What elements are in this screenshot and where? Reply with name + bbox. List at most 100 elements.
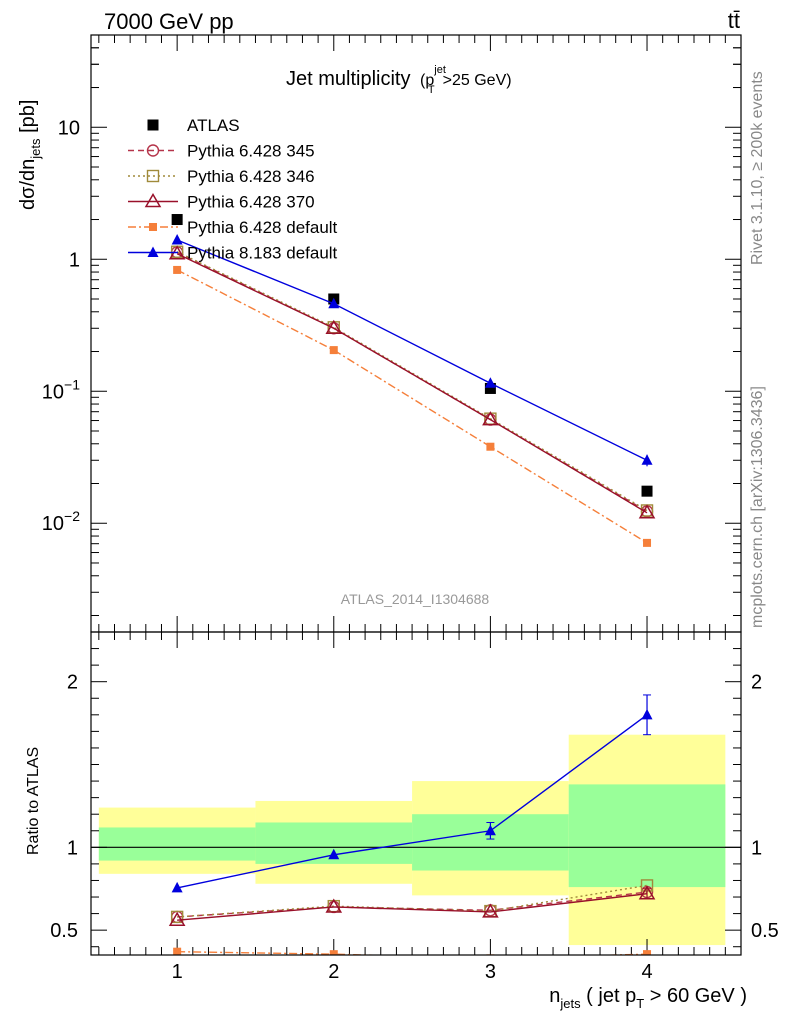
ratio-band-green — [98, 827, 256, 861]
ratio-point-pythia-6-428-default — [643, 950, 652, 955]
main-series — [168, 214, 656, 547]
ratio-axis-ticks: 0.5 0.5 1 1 2 2 1 2 3 4 — [50, 632, 779, 983]
ratio-point-pythia-8-183-default — [641, 708, 653, 720]
ratio-frame — [90, 631, 742, 956]
point-pythia-6-428-default — [486, 442, 495, 451]
legend: ATLAS Pythia 6.428 345 Pythia 6.428 346 Pyt… — [128, 116, 338, 263]
xlabel-rest: ( jet p — [581, 985, 637, 1007]
ratio-xlabel: njets ( jet pT > 60 GeV ) — [549, 985, 747, 1011]
ratio-point-pythia-6-428-370 — [638, 885, 656, 900]
legend-marker-pythia-6-428-370 — [144, 193, 162, 208]
ratio-line-pythia-6-428-370 — [177, 893, 648, 921]
point-atlas — [171, 214, 183, 226]
ratio-point-pythia-6-428-default — [173, 947, 182, 955]
legend-label-pythia-6-428-345: Pythia 6.428 345 — [187, 142, 315, 161]
series-line-pythia-6-428-370 — [176, 253, 648, 514]
main-ytick-base: 1 — [69, 249, 80, 271]
point-pythia-6-428-370 — [482, 411, 499, 426]
chart-title-sup: jet — [433, 64, 446, 76]
ratio-xtick-label: 4 — [641, 961, 652, 983]
legend-entry-pythia-8-183-default: Pythia 8.183 default — [128, 244, 338, 263]
ratio-point-pythia-6-428-370 — [325, 898, 343, 913]
chart-title: Jet multiplicity (pjet T >25 GeV) — [286, 64, 512, 96]
ratio-point-pythia-8-183-default — [484, 824, 496, 836]
chart-title-p: p — [425, 72, 434, 89]
point-pythia-6-428-default — [329, 346, 338, 355]
xlabel-n: n — [549, 985, 560, 1007]
xlabel-end: > 60 GeV ) — [644, 985, 747, 1007]
main-ytick-label: 1 — [69, 249, 80, 271]
legend-label-pythia-6-428-370: Pythia 6.428 370 — [187, 193, 315, 212]
ratio-xtick-label: 3 — [485, 961, 496, 983]
main-ytick-base: 10 — [42, 381, 64, 403]
ratio-line-pythia-8-183-default — [176, 714, 648, 889]
ratio-ylabel: Ratio to ATLAS — [25, 747, 42, 855]
point-atlas — [641, 485, 653, 497]
legend-marker-pythia-6-428-default — [149, 223, 157, 231]
ratio-bands — [91, 734, 741, 946]
legend-entry-pythia-6-428-370: Pythia 6.428 370 — [128, 193, 315, 212]
xlabel-sub2: T — [636, 996, 644, 1011]
series-pythia-6-428-346 — [170, 245, 654, 517]
legend-entry-pythia-6-428-346: Pythia 6.428 346 — [128, 167, 315, 186]
series-pythia-6-428-345 — [170, 246, 654, 518]
chart-title-main: Jet multiplicity — [286, 68, 410, 90]
point-pythia-8-183-default — [641, 454, 653, 465]
series-line-pythia-6-428-346 — [176, 251, 648, 512]
point-pythia-6-428-370 — [325, 319, 343, 335]
ratio-point-pythia-6-428-370 — [168, 911, 186, 926]
mcplots-credit: mcplots.cern.ch [arXiv:1306.3436] — [749, 386, 766, 628]
ratio-series-pythia-8-183-default — [171, 694, 653, 893]
legend-label-atlas: ATLAS — [187, 116, 240, 135]
ratio-line-pythia-6-428-346 — [177, 884, 648, 918]
point-pythia-8-183-default — [171, 233, 183, 245]
point-pythia-6-428-370 — [638, 504, 656, 519]
point-pythia-8-183-default — [484, 377, 496, 388]
legend-marker-pythia-6-428-345 — [146, 144, 160, 157]
legend-label-pythia-6-428-346: Pythia 6.428 346 — [187, 167, 315, 186]
ratio-point-pythia-6-428-370 — [482, 903, 499, 918]
ratio-ytick-label-right: 0.5 — [751, 920, 779, 942]
series-pythia-6-428-default — [173, 265, 652, 547]
point-atlas — [484, 382, 496, 394]
main-ylabel: dσ/dnjets [pb] — [17, 100, 43, 210]
chart-title-paren: ( — [420, 72, 426, 89]
ratio-ytick-label-right: 2 — [751, 672, 762, 694]
ratio-band-green — [568, 784, 726, 888]
legend-marker-atlas — [147, 119, 159, 131]
ratio-ytick-label-left: 1 — [67, 837, 78, 859]
main-ylabel-unit: [pb] — [17, 100, 39, 139]
legend-entry-atlas: ATLAS — [147, 116, 240, 135]
series-pythia-8-183-default — [171, 233, 653, 467]
series-line-pythia-6-428-default — [176, 269, 648, 544]
series-line-pythia-8-183-default — [176, 239, 648, 461]
ratio-point-pythia-8-183-default — [328, 848, 340, 860]
main-ytick-exp: −1 — [64, 376, 80, 392]
ratio-ytick-label-left: 2 — [67, 672, 78, 694]
main-ytick-exp: −2 — [64, 508, 80, 524]
ratio-xtick-label: 2 — [328, 961, 339, 983]
rivet-version: Rivet 3.1.10, ≥ 200k events — [749, 71, 766, 265]
legend-entry-pythia-6-428-345: Pythia 6.428 345 — [128, 142, 315, 161]
ratio-ytick-label-left: 0.5 — [50, 920, 78, 942]
ratio-point-pythia-6-428-346 — [170, 910, 184, 924]
series-line-pythia-6-428-345 — [176, 251, 648, 512]
header-process: tt̄ — [728, 8, 740, 33]
main-ytick-label: 10−2 — [42, 508, 80, 535]
chart-title-sub: T — [428, 84, 435, 96]
ratio-series — [168, 694, 656, 955]
ratio-point-pythia-6-428-default — [329, 950, 338, 955]
xlabel-sub: jets — [559, 996, 581, 1011]
main-ytick-base: 10 — [58, 117, 80, 139]
ratio-xtick-label: 1 — [172, 961, 183, 983]
legend-label-pythia-6-428-default: Pythia 6.428 default — [187, 218, 338, 237]
series-pythia-6-428-370 — [168, 245, 656, 519]
point-pythia-8-183-default — [328, 297, 340, 309]
analysis-id: ATLAS_2014_I1304688 — [341, 591, 490, 607]
legend-label-pythia-8-183-default: Pythia 8.183 default — [187, 244, 338, 263]
legend-marker-pythia-8-183-default — [147, 246, 159, 257]
main-ytick-label: 10 — [58, 117, 80, 139]
ratio-series-pythia-6-428-370 — [168, 885, 656, 926]
